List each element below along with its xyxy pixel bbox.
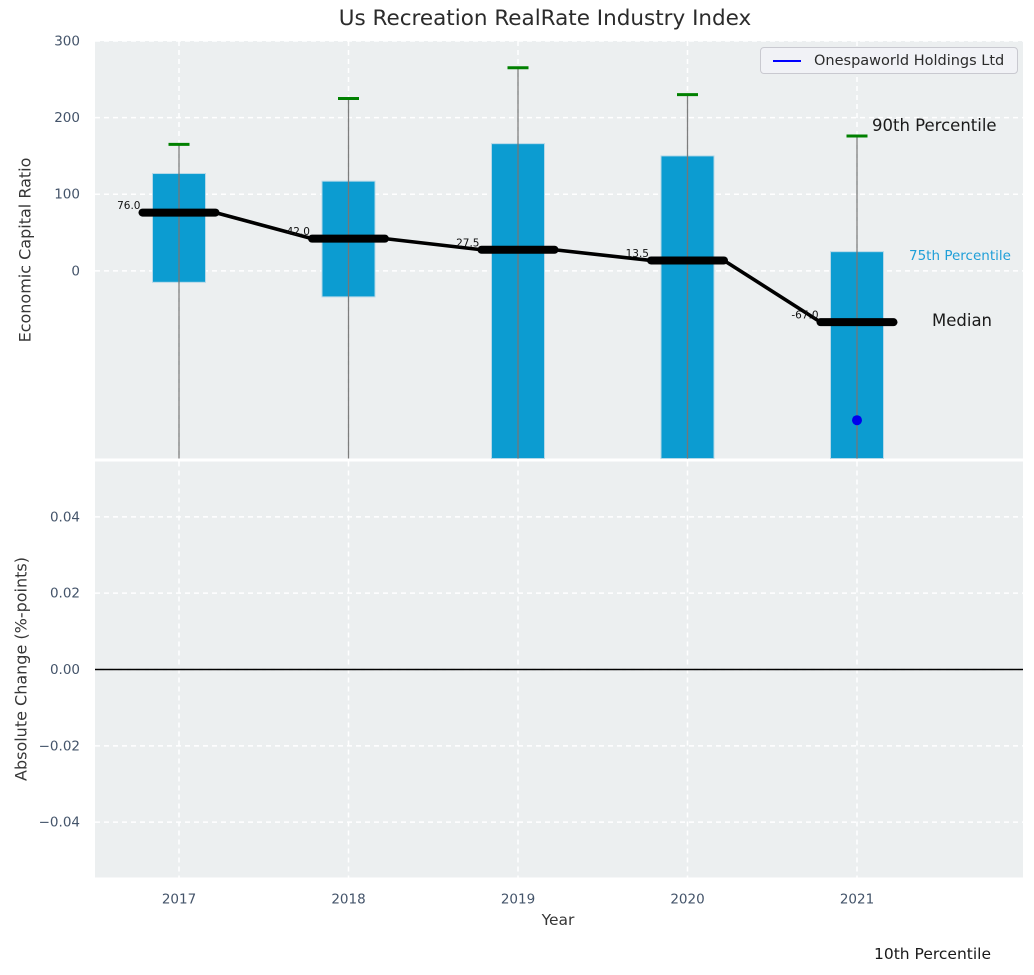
xtick-label-2021: 2021 [840, 892, 874, 908]
ytick-label-bottom: −0.04 [39, 815, 80, 831]
ytick-label-bottom: 0.00 [50, 662, 80, 678]
median-value-label-2020: 13.5 [626, 248, 649, 260]
xtick-label-2019: 2019 [501, 892, 535, 908]
xtick-label-2020: 2020 [670, 892, 704, 908]
legend: Onespaworld Holdings Ltd [760, 47, 1018, 74]
legend-line-swatch [773, 59, 801, 62]
ytick-label-top: 300 [54, 34, 80, 50]
callout-median: Median [932, 311, 993, 330]
legend-entry-label: Onespaworld Holdings Ltd [814, 52, 1005, 69]
chart-title: Us Recreation RealRate Industry Index [338, 6, 752, 31]
ytick-label-bottom: 0.02 [50, 586, 80, 602]
y-axis-label-bottom: Absolute Change (%-points) [11, 557, 31, 781]
median-value-label-2021: -67.0 [791, 310, 818, 322]
median-connector [215, 210, 313, 241]
ytick-label-top: 100 [54, 187, 80, 203]
median-connector [384, 236, 482, 252]
company-point-onespaworld [852, 415, 862, 426]
median-connector [554, 247, 652, 263]
y-axis-label-top: Economic Capital Ratio [15, 157, 35, 343]
callout-10th-percentile: 10th Percentile [874, 945, 992, 963]
callout-75th-percentile: 75th Percentile [909, 248, 1011, 264]
median-value-label-2019: 27.5 [456, 237, 479, 249]
xtick-label-2018: 2018 [331, 892, 365, 908]
x-axis-label: Year [541, 911, 575, 929]
xtick-label-2017: 2017 [162, 892, 196, 908]
ytick-label-top: 0 [71, 263, 80, 279]
median-value-label-2017: 76.0 [117, 200, 140, 212]
callout-90th-percentile: 90th Percentile [872, 116, 997, 135]
median-value-label-2018: 42.0 [287, 226, 310, 238]
ytick-label-bottom: −0.02 [39, 738, 80, 754]
ytick-label-top: 200 [54, 110, 80, 126]
median-connector [723, 258, 822, 324]
ytick-label-bottom: 0.04 [50, 509, 80, 525]
